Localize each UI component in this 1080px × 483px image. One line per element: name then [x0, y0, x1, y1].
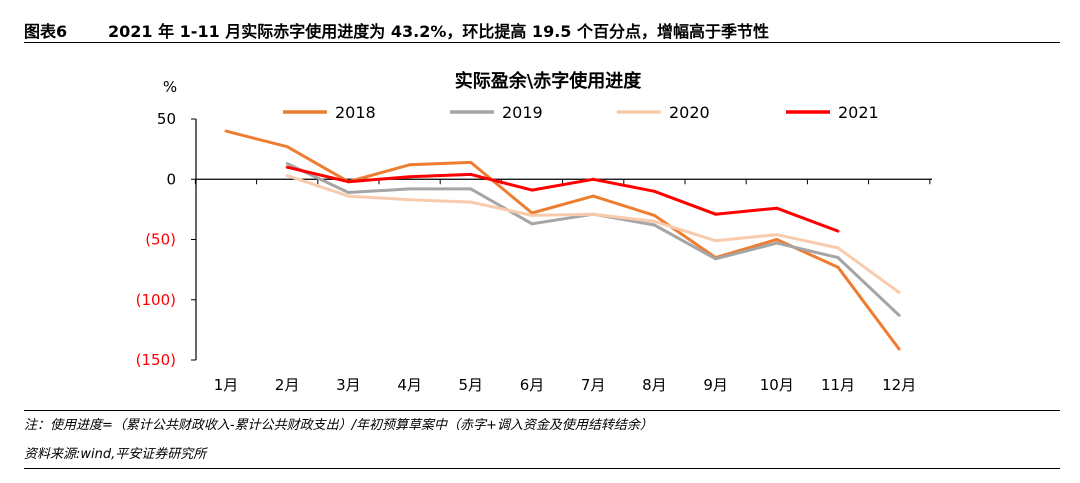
data-point-2020 [591, 212, 595, 216]
data-point-2020 [469, 200, 473, 204]
x-tick-label: 4月 [397, 376, 422, 394]
legend-label-2019: 2019 [502, 103, 543, 122]
x-tick-label: 6月 [520, 376, 545, 394]
data-point-2021 [714, 212, 718, 216]
data-point-2019 [652, 223, 656, 227]
y-axis-unit-label: % [163, 78, 177, 96]
x-tick-label: 5月 [459, 376, 484, 394]
data-point-2021 [408, 175, 412, 179]
chart-note: 注：使用进度=（累计公共财政收入-累计公共财政支出）/年初预算草案中（赤字+调入… [24, 418, 653, 433]
data-point-2019 [897, 313, 901, 317]
figure-number: 图表6 [24, 22, 68, 41]
data-point-2021 [469, 172, 473, 176]
data-point-2018 [775, 238, 779, 241]
top-rule [24, 42, 1060, 43]
data-point-2021 [652, 189, 656, 193]
data-point-2021 [775, 206, 779, 210]
data-point-2018 [591, 194, 595, 198]
data-point-2018 [836, 265, 840, 269]
data-point-2020 [714, 239, 718, 243]
legend-label-2020: 2020 [669, 103, 710, 122]
legend-label-2018: 2018 [335, 103, 376, 122]
bottom-rule [24, 468, 1060, 469]
middle-rule [24, 410, 1060, 411]
line-chart: 实际盈余\赤字使用进度% 50 0 (50) (100) (150) 1月 2月 3月 4月 5月 6… [136, 70, 932, 394]
data-point-2019 [836, 256, 840, 260]
series-line-2020 [286, 174, 901, 294]
data-point-2018 [285, 145, 289, 149]
x-tick-label: 1月 [214, 376, 239, 394]
series-line-2021 [286, 165, 839, 233]
data-point-2018 [897, 347, 901, 351]
y-tick-label: 50 [157, 110, 176, 128]
x-tick-label: 3月 [336, 376, 361, 394]
data-point-2020 [897, 291, 901, 295]
chart-title: 实际盈余\赤字使用进度 [455, 70, 643, 92]
x-tick-label: 10月 [760, 376, 794, 394]
legend-label-2021: 2021 [838, 103, 879, 122]
y-tick-label: (150) [136, 351, 176, 369]
data-point-2019 [285, 162, 289, 166]
data-point-2018 [469, 160, 473, 164]
data-point-2021 [836, 229, 840, 233]
data-point-2020 [408, 198, 412, 202]
data-point-2019 [714, 257, 718, 261]
y-tick-label: 0 [166, 170, 176, 188]
x-tick-label: 7月 [581, 376, 606, 394]
data-point-2019 [775, 241, 779, 245]
chart-source: 资料来源:wind,平安证券研究所 [24, 447, 207, 462]
data-point-2019 [469, 187, 473, 191]
data-point-2020 [836, 246, 840, 250]
data-point-2018 [224, 129, 228, 133]
data-point-2020 [530, 213, 534, 217]
data-point-2018 [652, 213, 656, 217]
data-point-2020 [346, 194, 350, 198]
y-tick-label: (100) [136, 291, 176, 309]
x-tick-label: 8月 [642, 376, 667, 394]
data-point-2021 [346, 180, 350, 184]
data-point-2020 [285, 174, 289, 178]
data-point-2019 [530, 222, 534, 226]
x-tick-label: 11月 [821, 376, 855, 394]
y-tick-label: (50) [145, 231, 176, 249]
x-tick-label: 12月 [882, 376, 916, 394]
data-point-2021 [285, 165, 289, 169]
data-point-2020 [652, 219, 656, 223]
data-point-2018 [408, 163, 412, 167]
data-point-2021 [530, 188, 534, 192]
x-tick-label: 9月 [703, 376, 728, 394]
figure-title: 2021 年 1-11 月实际赤字使用进度为 43.2%，环比提高 19.5 个… [108, 22, 769, 41]
series-line-2019 [286, 162, 901, 317]
data-point-2020 [775, 233, 779, 237]
x-tick-label: 2月 [275, 376, 300, 394]
data-point-2019 [408, 187, 412, 191]
data-point-2021 [591, 177, 595, 181]
data-point-2019 [346, 191, 350, 195]
figure-header: 图表6 2021 年 1-11 月实际赤字使用进度为 43.2%，环比提高 19… [24, 16, 1060, 42]
